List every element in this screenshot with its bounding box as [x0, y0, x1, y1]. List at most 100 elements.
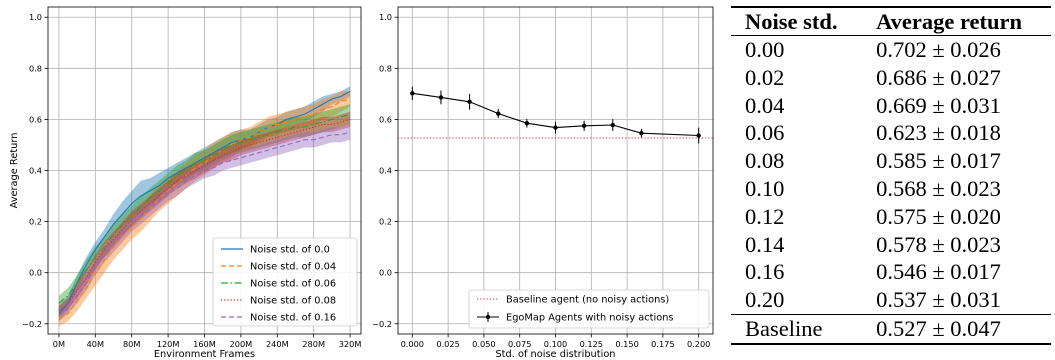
table-row: 0.02 0.686 ± 0.027: [731, 64, 1051, 92]
noise-std-cell: 0.04: [745, 92, 785, 118]
noise-std-cell: 0.14: [745, 231, 785, 257]
legend-entry-4-label: Noise std. of 0.16: [250, 313, 336, 324]
series-4-line: [58, 131, 351, 317]
table-row: 0.14 0.578 ± 0.023: [731, 231, 1051, 259]
noise-ablation-chart: 0.000 0.025 0.050 0.075 0.100 0.125 0.150 0.175…: [372, 6, 714, 360]
average-return-cell: 0.585 ± 0.017: [876, 148, 1001, 174]
chart1-xtick-label: 280M: [302, 339, 325, 349]
data-point: [581, 123, 587, 128]
series-2-band: [58, 104, 351, 311]
table-row: 0.12 0.575 ± 0.020: [731, 203, 1051, 231]
data-point: [610, 122, 615, 128]
average-return-cell: 0.669 ± 0.031: [876, 92, 1001, 118]
chart2-x-axis-label: Std. of noise distribution: [495, 349, 615, 360]
chart1-x-axis-label: Environment Frames: [154, 349, 255, 360]
average-return-cell: 0.546 ± 0.017: [876, 259, 1001, 285]
chart2-xtick-label: 0.000: [401, 339, 424, 349]
chart2-xtick-label: 0.125: [580, 339, 603, 349]
noise-std-cell: 0.08: [745, 148, 785, 174]
data-point: [696, 133, 701, 138]
average-return-cell: 0.537 ± 0.031: [876, 287, 1001, 313]
data-point: [553, 125, 558, 130]
charts-canvas: 0M 40M 80M 120M 160M 200M 240M 280M 320M−0.20.00…: [9, 6, 714, 360]
chart2-ytick-label: 0.0: [379, 268, 392, 278]
chart1-xtick-label: 200M: [230, 339, 253, 349]
series-3-line: [58, 118, 351, 312]
data-point: [410, 91, 415, 96]
chart1-ytick-label: 0.8: [29, 63, 42, 73]
chart2-legend: [468, 289, 710, 329]
table-row: 0.04 0.669 ± 0.031: [731, 92, 1051, 120]
chart2-xtick-label: 0.025: [436, 339, 459, 349]
average-return-cell: 0.623 ± 0.018: [876, 120, 1001, 146]
legend-entry-1-label: Noise std. of 0.04: [250, 262, 336, 273]
chart1-xtick-label: 120M: [157, 339, 180, 349]
data-point: [496, 111, 501, 116]
chart1-xtick-label: 320M: [339, 339, 362, 349]
col-header-average-return: Average return: [856, 6, 1051, 36]
chart1-ytick-label: 0.2: [29, 217, 42, 227]
chart1-ytick-label: 0.6: [29, 114, 42, 124]
chart1-ytick-label: 0.0: [29, 268, 42, 278]
series-4-band: [58, 124, 351, 322]
chart2-xtick-label: 0.100: [544, 339, 567, 349]
results-table: Noise std. Average return 0.00 0.702 ± 0.…: [731, 6, 1051, 345]
table-baseline-row: Baseline 0.527 ± 0.047: [731, 313, 1051, 345]
chart2-ytick-label: 1.0: [379, 12, 392, 22]
noise-std-cell: 0.00: [745, 37, 785, 62]
chart1-xtick-label: 160M: [193, 339, 216, 349]
chart1-y-axis-label: Average Return: [9, 133, 20, 209]
noise-std-cell: 0.06: [745, 120, 785, 146]
series-1-band: [58, 91, 351, 327]
chart2-ytick-label: 0.4: [379, 166, 392, 176]
baseline-label-cell: Baseline: [731, 313, 857, 345]
table-row: 0.00 0.702 ± 0.026: [731, 36, 1051, 64]
legend-entry-0-label: Noise std. of 0.0: [250, 245, 330, 256]
table-row: 0.16 0.546 ± 0.017: [731, 258, 1051, 286]
data-point: [639, 131, 644, 136]
chart1-xtick-label: 0M: [53, 339, 65, 349]
noise-std-cell: 0.16: [745, 259, 785, 285]
legend-baseline-label: Baseline agent (no noisy actions): [506, 295, 669, 306]
col-header-noise-std: Noise std.: [731, 6, 857, 36]
chart1-xtick-label: 240M: [266, 339, 289, 349]
chart1-plot-area: [58, 86, 351, 327]
chart2-ytick-label: 0.2: [379, 217, 392, 227]
data-point: [524, 121, 530, 126]
legend-egomap-marker: [485, 314, 491, 320]
series-0-line: [58, 90, 351, 314]
chart2-ytick-label: −0.2: [372, 319, 392, 329]
noise-std-cell: 0.12: [745, 203, 785, 229]
data-point: [438, 95, 444, 100]
chart1-xtick-label: 40M: [87, 339, 104, 349]
chart2-ytick-label: 0.8: [379, 63, 392, 73]
chart2-ytick-label: 0.6: [379, 114, 392, 124]
table-row: 0.08 0.585 ± 0.017: [731, 147, 1051, 175]
chart1-ytick-label: −0.2: [22, 319, 42, 329]
noise-std-cell: 0.02: [745, 64, 785, 90]
egomap-series-line: [412, 92, 699, 137]
noise-std-cell: 0.20: [745, 287, 785, 313]
chart2-xtick-label: 0.200: [687, 339, 710, 349]
table-header-row: Noise std. Average return: [731, 6, 1051, 36]
table-row: 0.20 0.537 ± 0.031: [731, 286, 1051, 314]
legend-entry-3-label: Noise std. of 0.08: [250, 296, 336, 307]
legend-egomap-label: EgoMap Agents with noisy actions: [506, 313, 674, 324]
noise-std-cell: 0.10: [745, 175, 785, 201]
chart2-xtick-label: 0.150: [615, 339, 638, 349]
chart2-xtick-label: 0.175: [651, 339, 674, 349]
chart1-legend: [212, 237, 358, 327]
training-curves-chart: 0M 40M 80M 120M 160M 200M 240M 280M 320M −0.2 0.0 0…: [9, 6, 362, 360]
chart2-xtick-label: 0.050: [472, 339, 495, 349]
chart1-ytick-label: 0.4: [29, 166, 42, 176]
average-return-cell: 0.578 ± 0.023: [876, 231, 1001, 257]
series-3-band: [58, 111, 351, 317]
average-return-cell: 0.702 ± 0.026: [876, 37, 1001, 62]
average-return-cell: 0.686 ± 0.027: [876, 64, 1001, 90]
series-1-line: [58, 98, 351, 320]
chart1-ytick-label: 1.0: [29, 12, 42, 22]
series-2-line: [58, 113, 351, 304]
data-point: [467, 99, 472, 104]
chart2-xtick-label: 0.075: [508, 339, 531, 349]
average-return-cell: 0.568 ± 0.023: [876, 175, 1001, 201]
